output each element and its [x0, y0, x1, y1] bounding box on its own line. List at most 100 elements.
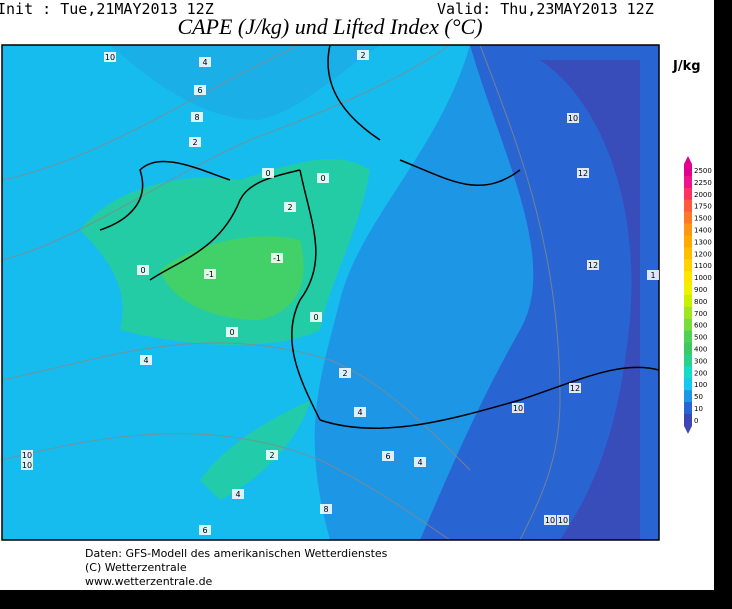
edge [0, 590, 732, 609]
contour-label: 1 [650, 271, 655, 280]
contour-label-bg [320, 504, 332, 514]
legend-swatch [684, 294, 692, 308]
contour-label-bg [226, 327, 238, 337]
contour-label-bg [199, 525, 211, 535]
legend-swatch [684, 259, 692, 272]
legend-swatch [684, 211, 692, 225]
contour-label-bg [557, 515, 569, 525]
contour-label: 10 [105, 53, 115, 62]
contour-label-bg [271, 253, 283, 263]
legend-swatch [684, 342, 692, 355]
contour-label: 0 [313, 313, 318, 322]
legend-label: 900 [694, 286, 707, 294]
contour-label: 10 [568, 114, 578, 123]
contour-label: 4 [357, 408, 362, 417]
contour-label: 2 [360, 51, 365, 60]
legend-label: 400 [694, 346, 707, 354]
legend-label: 2250 [694, 179, 712, 187]
legend-swatch [684, 306, 692, 320]
contour-label-bg [266, 450, 278, 460]
contour-label-bg [232, 489, 244, 499]
contour-label: 8 [194, 113, 199, 122]
contour-label-bg [204, 269, 216, 279]
legend-swatch [684, 187, 692, 201]
contour-label-bg [194, 85, 206, 95]
contour-label-bg [354, 407, 366, 417]
legend-label: 2500 [694, 167, 712, 175]
contour-label-bg [357, 50, 369, 60]
contour-label-bg [569, 383, 581, 393]
footer-line: www.wetterzentrale.de [85, 575, 213, 588]
legend-label: 1300 [694, 238, 712, 246]
legend-label: 1500 [694, 215, 712, 223]
contour-label-bg [21, 450, 33, 460]
contour-label: 10 [513, 404, 523, 413]
contour-label: 10 [22, 461, 32, 470]
init-time: Init : Tue,21MAY2013 12Z [0, 0, 214, 18]
contour-label: 4 [143, 356, 148, 365]
legend-swatch [684, 175, 692, 189]
legend-label: 500 [694, 334, 707, 342]
contour-label: 8 [323, 505, 328, 514]
legend-swatch [684, 378, 692, 391]
legend-label: 50 [694, 393, 703, 401]
map-title: CAPE (J/kg) und Lifted Index (°C) [177, 14, 483, 39]
footer-line: Daten: GFS-Modell des amerikanischen Wet… [85, 547, 388, 560]
contour-label-bg [317, 173, 329, 183]
legend-label: 1100 [694, 262, 712, 270]
contour-label-bg [567, 113, 579, 123]
contour-label-bg [140, 355, 152, 365]
legend-swatch [684, 223, 692, 236]
legend-swatch [684, 283, 692, 296]
legend-swatch [684, 390, 692, 403]
contour-label: 2 [192, 138, 197, 147]
contour-label-bg [104, 52, 116, 62]
contour-label: 10 [545, 516, 555, 525]
contour-label: -1 [273, 254, 281, 263]
contour-label: 6 [197, 86, 202, 95]
contour-label-bg [310, 312, 322, 322]
contour-label: 4 [235, 490, 240, 499]
valid-time: Valid: Thu,23MAY2013 12Z [437, 0, 654, 18]
legend-label: 300 [694, 357, 707, 365]
contour-label: 12 [570, 384, 580, 393]
contour-label-bg [544, 515, 556, 525]
contour-label-bg [647, 270, 659, 280]
legend-label: 800 [694, 298, 707, 306]
contour-label: 2 [269, 451, 274, 460]
contour-label: 0 [140, 266, 145, 275]
contour-label: 4 [202, 58, 207, 67]
contour-label-bg [137, 265, 149, 275]
contour-label: 0 [265, 169, 270, 178]
contour-label-bg [262, 168, 274, 178]
contour-label-bg [191, 112, 203, 122]
contour-label: 10 [22, 451, 32, 460]
contour-label-bg [414, 457, 426, 467]
map-frame [1, 44, 660, 541]
legend-swatch [684, 318, 692, 332]
legend-label: 1200 [694, 250, 712, 258]
legend-swatch [684, 413, 692, 427]
legend-label: 200 [694, 369, 707, 377]
contour-label: 4 [417, 458, 422, 467]
contour-label-bg [199, 57, 211, 67]
footer-line: (C) Wetterzentrale [85, 561, 187, 574]
legend-label: 10 [694, 405, 703, 413]
legend-swatch [684, 235, 692, 248]
contour-label-bg [512, 403, 524, 413]
legend-cap [684, 425, 692, 434]
legend-swatch [684, 330, 692, 344]
legend-label: 700 [694, 310, 707, 318]
legend-swatch [684, 366, 692, 379]
legend-label: 1400 [694, 227, 712, 235]
legend-swatch [684, 271, 692, 284]
contour-label: 12 [588, 261, 598, 270]
legend-cap [684, 156, 692, 165]
legend-swatch [684, 164, 692, 177]
contour-label: -1 [206, 270, 214, 279]
legend-label: 100 [694, 381, 707, 389]
legend-swatch [684, 247, 692, 260]
contour-label-bg [284, 202, 296, 212]
